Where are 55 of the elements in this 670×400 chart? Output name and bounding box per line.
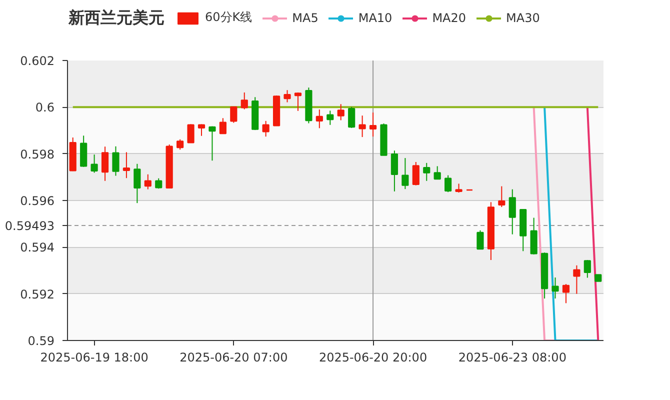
- candlestick: [573, 264, 580, 294]
- candlestick: [134, 163, 141, 204]
- y-tick-label: 0.6: [35, 100, 55, 115]
- candlestick: [584, 260, 591, 278]
- chart-title: 新西兰元美元: [68, 8, 164, 27]
- candlestick: [144, 174, 152, 190]
- candlestick: [262, 120, 270, 138]
- candlestick: [326, 110, 334, 126]
- candlestick: [176, 138, 184, 150]
- candlestick: [369, 112, 377, 138]
- candlestick: [444, 174, 452, 193]
- candlestick: [101, 146, 109, 182]
- y-tick-label: 0.596: [20, 194, 55, 208]
- candlestick: [337, 104, 344, 121]
- candlestick: [423, 162, 430, 182]
- legend-label: MA10: [358, 10, 392, 24]
- candlestick: [390, 150, 398, 192]
- candlestick: [476, 230, 484, 250]
- candlestick: [240, 92, 248, 110]
- candlestick: [316, 109, 323, 129]
- candlestick: [412, 162, 420, 186]
- candlestick: [80, 135, 88, 168]
- ref-line-label: 0.59493: [4, 218, 54, 233]
- candlestick: [208, 126, 216, 162]
- y-tick-label: 0.592: [20, 287, 55, 302]
- y-tick-label: 0.594: [20, 240, 55, 255]
- candlestick: [434, 166, 441, 180]
- candlestick: [219, 118, 226, 134]
- candlestick: [294, 92, 302, 112]
- candlestick: [562, 284, 570, 304]
- y-tick-label: 0.598: [20, 147, 55, 162]
- x-tick-label: 2025-06-19 18:00: [40, 350, 148, 364]
- x-tick-label: 2025-06-20 07:00: [180, 350, 288, 364]
- candlestick: [358, 115, 366, 138]
- candlestick: [402, 158, 409, 190]
- candlestick: [122, 152, 130, 179]
- candlestick: [187, 124, 194, 144]
- legend-label: 60分K线: [205, 9, 252, 26]
- candlestick: [508, 188, 516, 235]
- y-tick-label: 0.59: [28, 334, 54, 348]
- candlestick: [498, 186, 506, 208]
- candlestick: [112, 146, 120, 176]
- candlestick: [90, 154, 98, 174]
- y-tick-label: 0.602: [20, 54, 55, 68]
- candlestick: [552, 277, 559, 299]
- x-tick-label: 2025-06-23 08:00: [458, 350, 566, 364]
- candlestick: [348, 106, 356, 128]
- legend-label: MA20: [432, 10, 466, 24]
- legend-label: MA30: [506, 10, 540, 24]
- candlestick: [198, 124, 206, 136]
- candlestick: [230, 106, 238, 124]
- x-tick-label: 2025-06-20 20:00: [318, 350, 428, 364]
- candlestick: [284, 90, 291, 103]
- candlestick: [530, 217, 538, 255]
- legend-label: MA5: [292, 10, 318, 24]
